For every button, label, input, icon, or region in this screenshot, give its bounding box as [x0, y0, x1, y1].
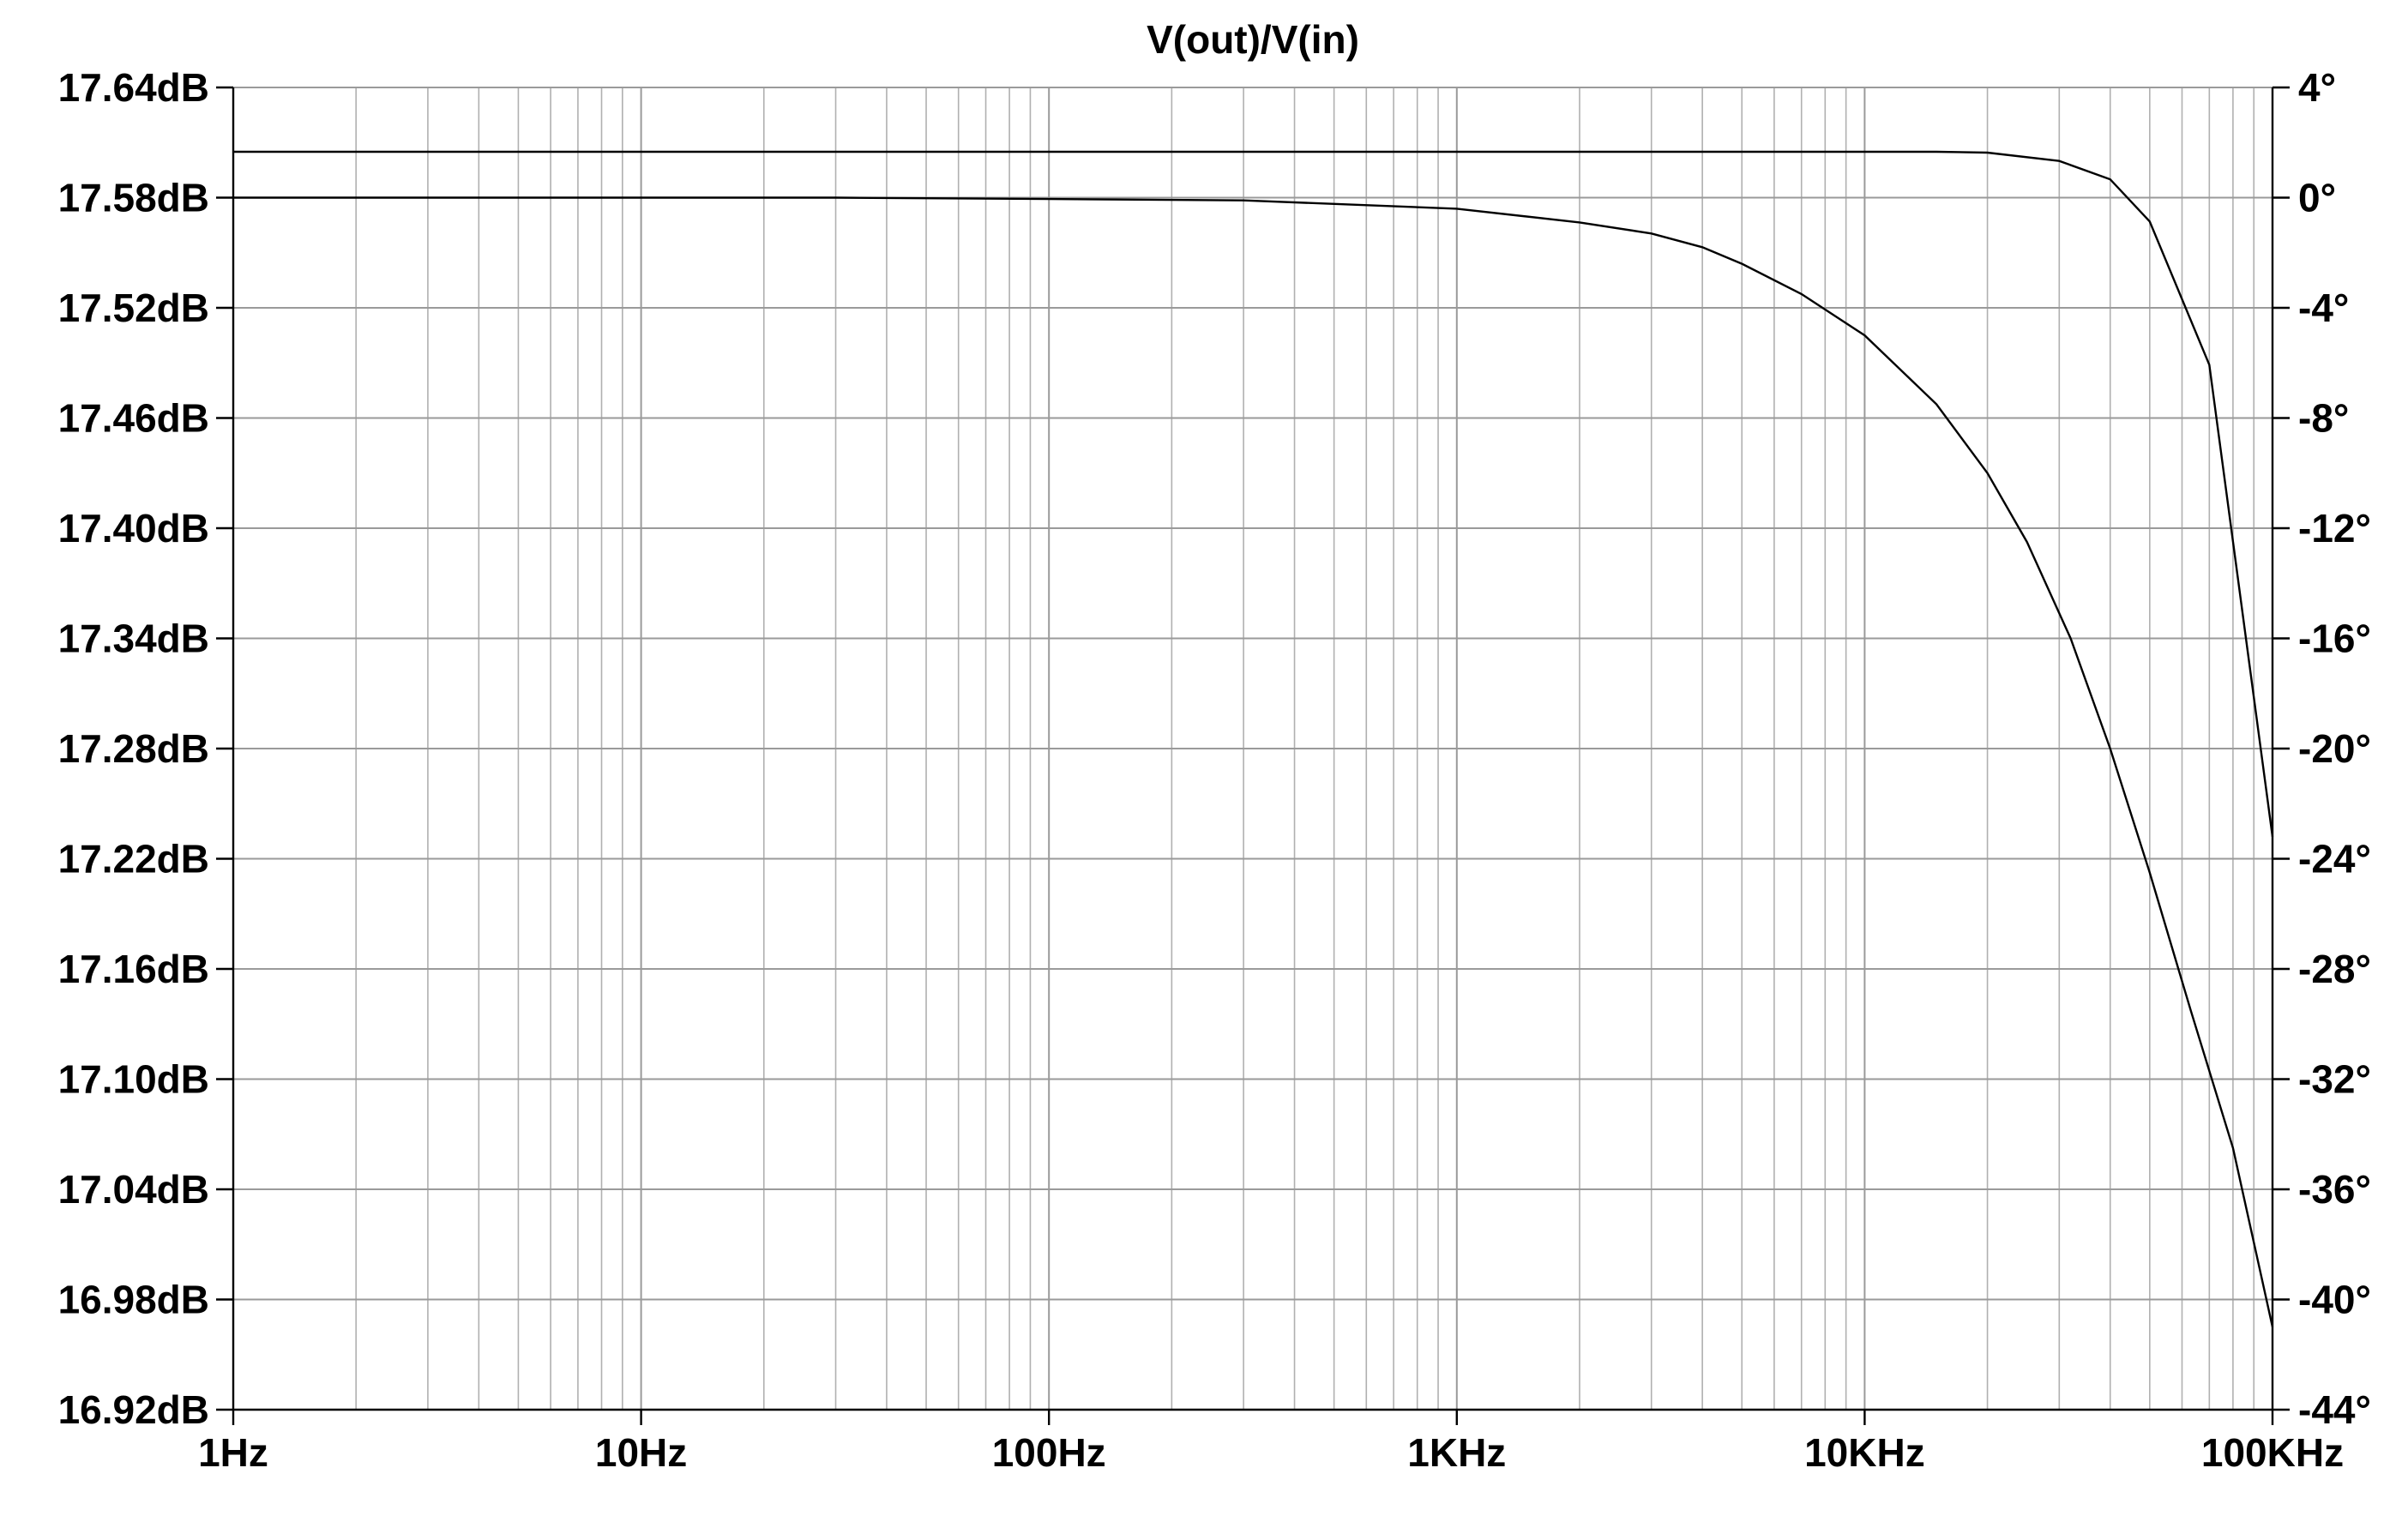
y-right-tick-label: -16° — [2298, 617, 2371, 661]
y-right-tick-label: -44° — [2298, 1387, 2371, 1432]
y-right-tick-label: -40° — [2298, 1278, 2371, 1322]
y-right-tick-label: -12° — [2298, 506, 2371, 550]
chart-title: V(out)/V(in) — [1147, 17, 1359, 62]
y-left-tick-label: 17.58dB — [58, 176, 209, 220]
y-right-tick-label: 0° — [2298, 176, 2336, 220]
phase-series-line — [233, 196, 2274, 1327]
y-right-tick-label: -20° — [2298, 726, 2371, 771]
y-right-tick-label: -36° — [2298, 1167, 2371, 1212]
axes — [216, 86, 2290, 1425]
y-left-tick-label: 17.64dB — [58, 65, 209, 110]
y-right-tick-label: -8° — [2298, 396, 2349, 441]
x-tick-label: 100KHz — [2201, 1430, 2344, 1475]
y-right-tick-label: -32° — [2298, 1057, 2371, 1102]
x-tick-label: 100Hz — [992, 1430, 1106, 1475]
y-left-tick-label: 17.46dB — [58, 396, 209, 441]
magnitude-series-line — [233, 150, 2274, 837]
y-left-tick-label: 17.16dB — [58, 947, 209, 991]
y-left-tick-label: 17.34dB — [58, 617, 209, 661]
x-tick-label: 1KHz — [1407, 1430, 1506, 1475]
tick-labels: 17.64dB 17.58dB 17.52dB 17.46dB 17.40dB 17.34… — [58, 65, 2371, 1475]
y-right-tick-label: -4° — [2298, 286, 2349, 330]
y-left-tick-label: 17.22dB — [58, 837, 209, 881]
x-tick-label: 10KHz — [1804, 1430, 1925, 1475]
series — [233, 150, 2274, 1327]
y-left-tick-label: 17.28dB — [58, 726, 209, 771]
grid — [232, 87, 2273, 1411]
x-tick-label: 10Hz — [595, 1430, 687, 1475]
y-left-tick-label: 16.92dB — [58, 1387, 209, 1432]
y-left-tick-label: 17.04dB — [58, 1167, 209, 1212]
y-left-tick-label: 17.40dB — [58, 506, 209, 550]
y-left-tick-label: 17.52dB — [58, 286, 209, 330]
y-right-tick-label: -24° — [2298, 837, 2371, 881]
y-left-tick-label: 16.98dB — [58, 1278, 209, 1322]
y-left-tick-label: 17.10dB — [58, 1057, 209, 1102]
x-tick-label: 1Hz — [198, 1430, 268, 1475]
y-right-tick-label: 4° — [2298, 65, 2336, 110]
y-right-tick-label: -28° — [2298, 947, 2371, 991]
